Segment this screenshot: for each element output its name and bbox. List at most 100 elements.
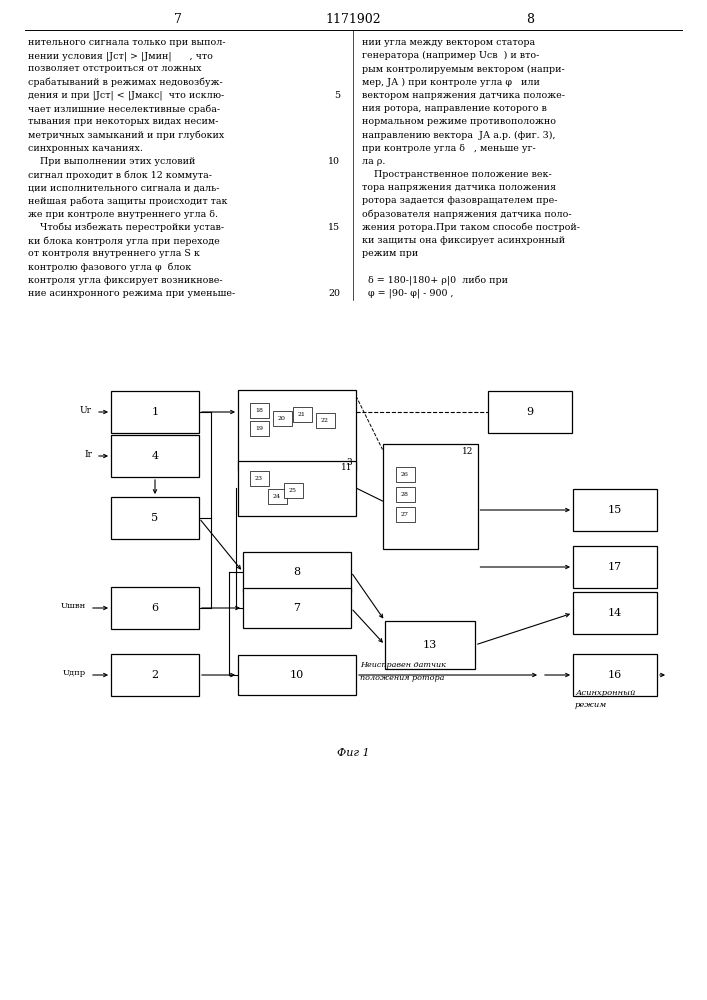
Text: 2: 2	[151, 670, 158, 680]
Text: ки защиты она фиксирует асинхронный: ки защиты она фиксирует асинхронный	[362, 236, 565, 245]
Text: сигнал проходит в блок 12 коммута-: сигнал проходит в блок 12 коммута-	[28, 170, 212, 180]
Text: 7: 7	[293, 603, 300, 613]
Text: 1: 1	[151, 407, 158, 417]
Text: нении условия |Jст| > |Jмин|      , что: нении условия |Jст| > |Jмин| , что	[28, 51, 213, 61]
Bar	[272, 410, 291, 426]
Text: Uшвн: Uшвн	[61, 602, 86, 610]
Text: синхронных качаниях.: синхронных качаниях.	[28, 144, 143, 153]
Bar	[111, 497, 199, 539]
Text: ла ρ.: ла ρ.	[362, 157, 385, 166]
Text: Чтобы избежать перестройки устав-: Чтобы избежать перестройки устав-	[28, 223, 224, 232]
Text: 4: 4	[151, 451, 158, 461]
Text: 5: 5	[334, 91, 340, 100]
Text: дения и при |Jст| < |Jмакс|  что исклю-: дения и при |Jст| < |Jмакс| что исклю-	[28, 91, 224, 100]
Text: Неисправен датчик: Неисправен датчик	[360, 661, 446, 669]
Bar	[111, 391, 199, 433]
Bar	[243, 588, 351, 628]
Text: рым контролируемым вектором (напри-: рым контролируемым вектором (напри-	[362, 64, 565, 74]
Text: Uдпр: Uдпр	[63, 669, 86, 677]
Text: 26: 26	[401, 472, 409, 477]
Text: 20: 20	[278, 416, 286, 420]
Text: Фиг 1: Фиг 1	[337, 748, 369, 758]
Text: Асинхронный: Асинхронный	[575, 689, 636, 697]
Text: 9: 9	[527, 407, 534, 417]
Text: 21: 21	[298, 412, 306, 416]
Text: 27: 27	[401, 512, 409, 516]
Bar	[573, 654, 657, 696]
Text: 3: 3	[346, 458, 352, 467]
Text: контроля угла фиксирует возникнове-: контроля угла фиксирует возникнове-	[28, 276, 223, 285]
Text: 10: 10	[290, 670, 304, 680]
Text: δ = 180-|180+ ρ|0  либо при: δ = 180-|180+ ρ|0 либо при	[362, 276, 508, 286]
Text: жения ротора.При таком способе построй-: жения ротора.При таком способе построй-	[362, 223, 580, 232]
Text: 1171902: 1171902	[325, 13, 381, 26]
Text: тывания при некоторых видах несим-: тывания при некоторых видах несим-	[28, 117, 218, 126]
Text: 15: 15	[608, 505, 622, 515]
Bar	[315, 412, 334, 428]
Text: метричных замыканий и при глубоких: метричных замыканий и при глубоких	[28, 130, 224, 140]
Text: 8: 8	[293, 567, 300, 577]
Bar	[238, 390, 356, 470]
Text: позволяет отстроиться от ложных: позволяет отстроиться от ложных	[28, 64, 201, 73]
Bar	[238, 655, 356, 695]
Text: 7: 7	[174, 13, 182, 26]
Text: же при контроле внутреннего угла δ.: же при контроле внутреннего угла δ.	[28, 210, 218, 219]
Text: 13: 13	[423, 640, 437, 650]
Text: ние асинхронного режима при уменьше-: ние асинхронного режима при уменьше-	[28, 289, 235, 298]
Text: 15: 15	[328, 223, 340, 232]
Text: 6: 6	[151, 603, 158, 613]
Bar	[238, 460, 356, 516]
Text: тора напряжения датчика положения: тора напряжения датчика положения	[362, 183, 556, 192]
Text: контролю фазового угла φ  блок: контролю фазового угла φ блок	[28, 262, 192, 272]
Text: мер, JА ) при контроле угла φ   или: мер, JА ) при контроле угла φ или	[362, 78, 540, 87]
Text: 24: 24	[273, 493, 281, 498]
Text: Ir: Ir	[84, 450, 92, 459]
Text: направлению вектора  JА а.р. (фиг. 3),: направлению вектора JА а.р. (фиг. 3),	[362, 130, 556, 140]
Bar	[267, 488, 286, 504]
Text: 18: 18	[255, 408, 263, 412]
Text: чает излишние неселективные сраба-: чает излишние неселективные сраба-	[28, 104, 220, 113]
Text: от контроля внутреннего угла S к: от контроля внутреннего угла S к	[28, 249, 200, 258]
Bar	[573, 489, 657, 531]
Text: ния ротора, направление которого в: ния ротора, направление которого в	[362, 104, 547, 113]
Bar	[385, 621, 475, 669]
Text: 5: 5	[151, 513, 158, 523]
Text: вектором напряжения датчика положе-: вектором напряжения датчика положе-	[362, 91, 565, 100]
Text: 20: 20	[328, 289, 340, 298]
Bar	[284, 483, 303, 497]
Text: режим при: режим при	[362, 249, 419, 258]
Bar	[111, 654, 199, 696]
Text: 14: 14	[608, 608, 622, 618]
Text: Ur: Ur	[80, 406, 92, 415]
Text: ротора задается фазовращателем пре-: ротора задается фазовращателем пре-	[362, 196, 558, 205]
Text: 16: 16	[608, 670, 622, 680]
Bar	[111, 587, 199, 629]
Text: 22: 22	[321, 418, 329, 422]
Text: режим: режим	[575, 701, 607, 709]
Bar	[250, 471, 269, 486]
Text: 19: 19	[255, 426, 263, 430]
Bar	[250, 402, 269, 418]
Text: при контроле угла δ   , меньше уг-: при контроле угла δ , меньше уг-	[362, 144, 536, 153]
Bar	[111, 435, 199, 477]
Text: 23: 23	[255, 476, 263, 481]
Bar	[293, 406, 312, 422]
Text: 8: 8	[526, 13, 534, 26]
Text: Пространственное положение век-: Пространственное положение век-	[362, 170, 551, 179]
Text: нейшая работа защиты происходит так: нейшая работа защиты происходит так	[28, 196, 228, 206]
Bar	[395, 506, 414, 522]
Text: генератора (например Uсв  ) и вто-: генератора (например Uсв ) и вто-	[362, 51, 539, 60]
Text: положения ротора: положения ротора	[360, 674, 445, 682]
Text: 17: 17	[608, 562, 622, 572]
Text: 10: 10	[328, 157, 340, 166]
Text: нии угла между вектором статора: нии угла между вектором статора	[362, 38, 535, 47]
Bar	[250, 420, 269, 436]
Text: нормальном режиме противоположно: нормальном режиме противоположно	[362, 117, 556, 126]
Text: нительного сигнала только при выпол-: нительного сигнала только при выпол-	[28, 38, 226, 47]
Bar	[488, 391, 572, 433]
Bar	[573, 546, 657, 588]
Bar	[243, 552, 351, 592]
Text: срабатываний в режимах недовозбуж-: срабатываний в режимах недовозбуж-	[28, 78, 223, 87]
Text: ки блока контроля угла при переходе: ки блока контроля угла при переходе	[28, 236, 220, 245]
Text: 28: 28	[401, 491, 409, 496]
